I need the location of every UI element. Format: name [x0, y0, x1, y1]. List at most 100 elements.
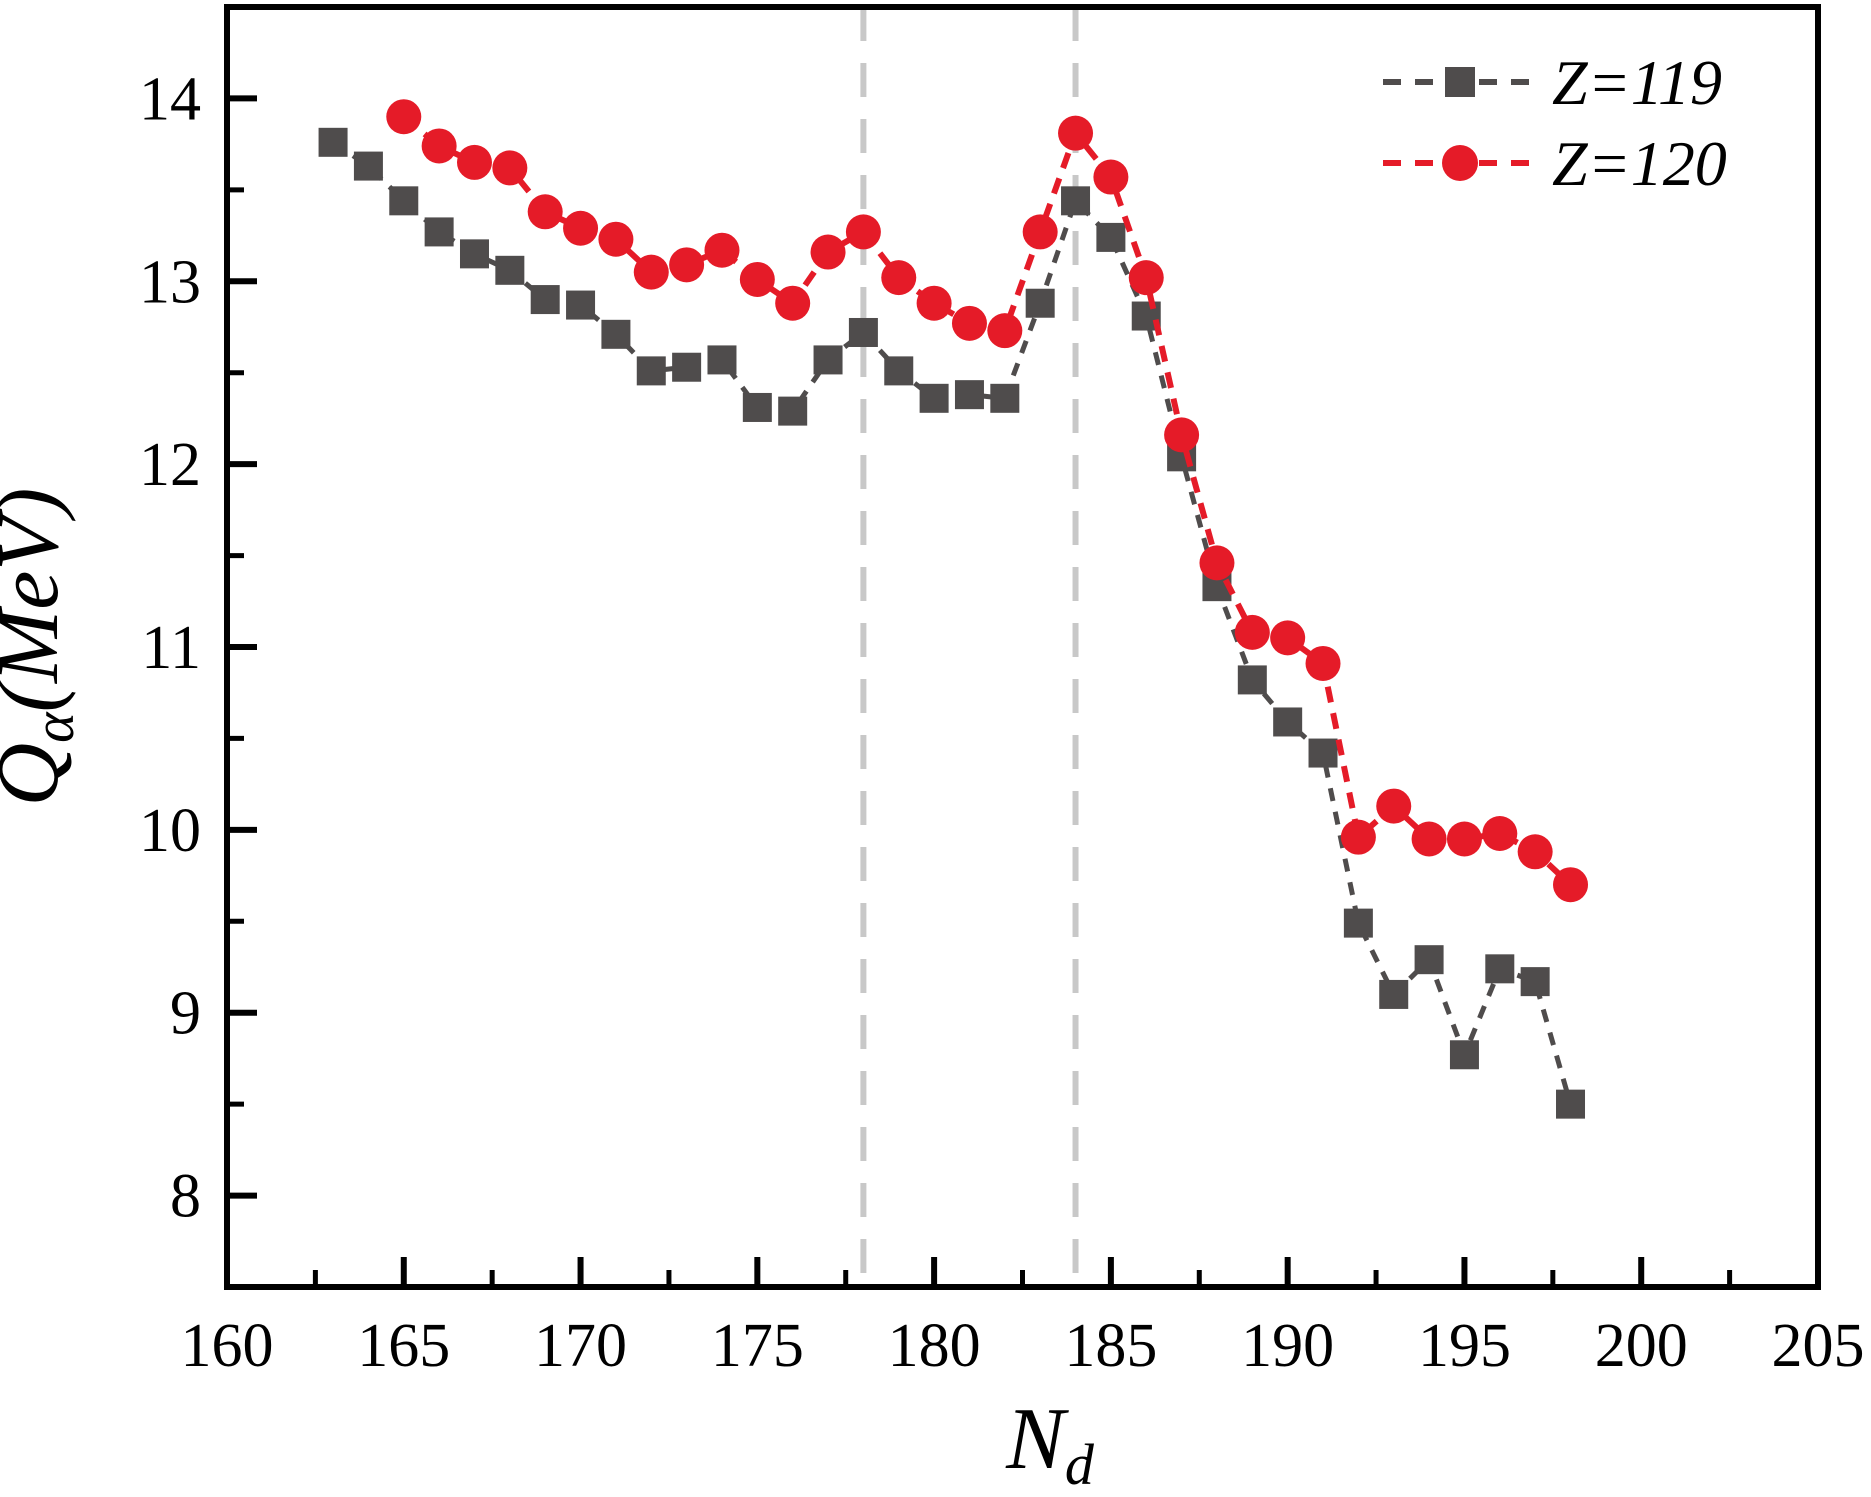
y-tick-label-8: 8: [170, 1163, 201, 1231]
data-point-square-z119-N179: [884, 356, 914, 386]
data-point-square-z119-N184: [1061, 186, 1091, 216]
data-point-square-z119-N196: [1485, 954, 1515, 984]
data-point-circle-z120-N190: [1270, 620, 1306, 656]
data-point-circle-z120-N198: [1553, 867, 1589, 903]
data-point-circle-z120-N178: [845, 214, 881, 250]
legend-label-z120: Z=120: [1552, 128, 1727, 199]
data-point-square-z119-N174: [707, 345, 737, 375]
data-point-circle-z120-N168: [492, 150, 528, 186]
data-point-circle-z120-N167: [456, 144, 492, 180]
svg-text:Nd: Nd: [1005, 1391, 1095, 1497]
data-point-square-z119-N165: [389, 186, 419, 216]
axis-tick-labels: 160 165 170 175 180 185 190 195 200 205 8 9 10 11 12 13…: [139, 65, 1865, 1380]
data-point-circle-z120-N188: [1199, 545, 1235, 581]
legend-square-marker-icon: [1445, 67, 1475, 97]
data-point-square-z119-N172: [636, 356, 666, 386]
data-point-square-z119-N182: [990, 383, 1020, 413]
y-title-base: Q: [0, 743, 77, 807]
data-point-circle-z120-N187: [1164, 417, 1200, 453]
legend-item-z120: Z=120: [1383, 128, 1727, 199]
data-point-square-z119-N181: [954, 380, 984, 410]
legend: Z=119 Z=120: [1383, 47, 1727, 199]
data-point-circle-z120-N172: [633, 254, 669, 290]
series-line-z120: [401, 114, 1573, 887]
data-point-square-z119-N185: [1096, 222, 1126, 252]
y-tick-label-13: 13: [139, 248, 201, 316]
legend-item-z119: Z=119: [1383, 47, 1722, 118]
data-point-square-z119-N170: [566, 290, 596, 320]
data-point-circle-z120-N184: [1058, 115, 1094, 151]
data-point-square-z119-N192: [1343, 908, 1373, 938]
y-tick-label-9: 9: [170, 980, 201, 1048]
data-series: [318, 99, 1589, 1119]
y-axis-title: Qα(MeV): [0, 488, 86, 807]
data-point-circle-z120-N174: [704, 232, 740, 268]
data-point-square-z119-N175: [742, 392, 772, 422]
x-tick-label-205: 205: [1772, 1312, 1865, 1380]
x-tick-label-175: 175: [711, 1312, 804, 1380]
data-point-circle-z120-N165: [386, 99, 422, 135]
x-tick-label-170: 170: [534, 1312, 627, 1380]
data-point-square-z119-N183: [1025, 288, 1055, 318]
y-title-units: (MeV): [0, 488, 77, 713]
data-point-circle-z120-N171: [598, 221, 634, 257]
y-tick-label-14: 14: [139, 65, 201, 133]
x-tick-label-190: 190: [1241, 1312, 1334, 1380]
axis-ticks: [224, 95, 1821, 1287]
x-title-base: N: [1005, 1391, 1069, 1488]
data-point-circle-z120-N182: [987, 313, 1023, 349]
svg-text:Qα(MeV): Qα(MeV): [0, 488, 86, 807]
series-line-z119: [331, 140, 1573, 1105]
data-point-square-z119-N164: [353, 151, 383, 181]
data-point-circle-z120-N197: [1517, 834, 1553, 870]
data-point-square-z119-N195: [1449, 1040, 1479, 1070]
reference-lines: [860, 7, 1079, 1287]
data-point-circle-z120-N192: [1340, 819, 1376, 855]
data-point-circle-z120-N181: [951, 305, 987, 341]
data-point-square-z119-N173: [672, 352, 702, 382]
data-point-circle-z120-N195: [1446, 821, 1482, 857]
y-tick-label-11: 11: [141, 614, 201, 682]
data-point-square-z119-N178: [848, 317, 878, 347]
x-tick-label-180: 180: [888, 1312, 981, 1380]
data-point-circle-z120-N183: [1022, 214, 1058, 250]
data-point-square-z119-N163: [318, 127, 348, 157]
data-point-circle-z120-N177: [810, 234, 846, 270]
x-tick-label-185: 185: [1064, 1312, 1157, 1380]
data-point-circle-z120-N175: [739, 261, 775, 297]
x-tick-label-195: 195: [1418, 1312, 1511, 1380]
x-tick-label-200: 200: [1595, 1312, 1688, 1380]
data-point-circle-z120-N169: [527, 194, 563, 230]
data-point-circle-z120-N173: [669, 247, 705, 283]
data-point-circle-z120-N170: [563, 210, 599, 246]
data-point-circle-z120-N176: [775, 285, 811, 321]
data-point-square-z119-N189: [1237, 665, 1267, 695]
legend-label-z119: Z=119: [1552, 47, 1722, 118]
data-point-circle-z120-N180: [916, 285, 952, 321]
y-tick-label-12: 12: [139, 431, 201, 499]
data-point-circle-z120-N191: [1305, 645, 1341, 681]
y-title-subscript: α: [21, 711, 86, 743]
data-point-circle-z120-N193: [1376, 788, 1412, 824]
x-tick-label-160: 160: [181, 1312, 274, 1380]
data-point-square-z119-N169: [530, 285, 560, 315]
data-point-circle-z120-N186: [1128, 260, 1164, 296]
data-point-circle-z120-N179: [881, 260, 917, 296]
data-point-circle-z120-N185: [1093, 159, 1129, 195]
data-point-square-z119-N168: [495, 255, 525, 285]
x-title-subscript: d: [1065, 1432, 1095, 1497]
data-point-square-z119-N180: [919, 383, 949, 413]
y-tick-label-10: 10: [139, 797, 201, 865]
data-point-circle-z120-N196: [1482, 816, 1518, 852]
data-point-circle-z120-N194: [1411, 821, 1447, 857]
data-point-circle-z120-N189: [1234, 614, 1270, 650]
data-point-square-z119-N191: [1308, 738, 1338, 768]
legend-circle-marker-icon: [1442, 145, 1478, 181]
data-point-square-z119-N198: [1556, 1089, 1586, 1119]
data-point-square-z119-N197: [1520, 967, 1550, 997]
data-point-square-z119-N177: [813, 345, 843, 375]
data-point-square-z119-N194: [1414, 945, 1444, 975]
x-tick-label-165: 165: [357, 1312, 450, 1380]
